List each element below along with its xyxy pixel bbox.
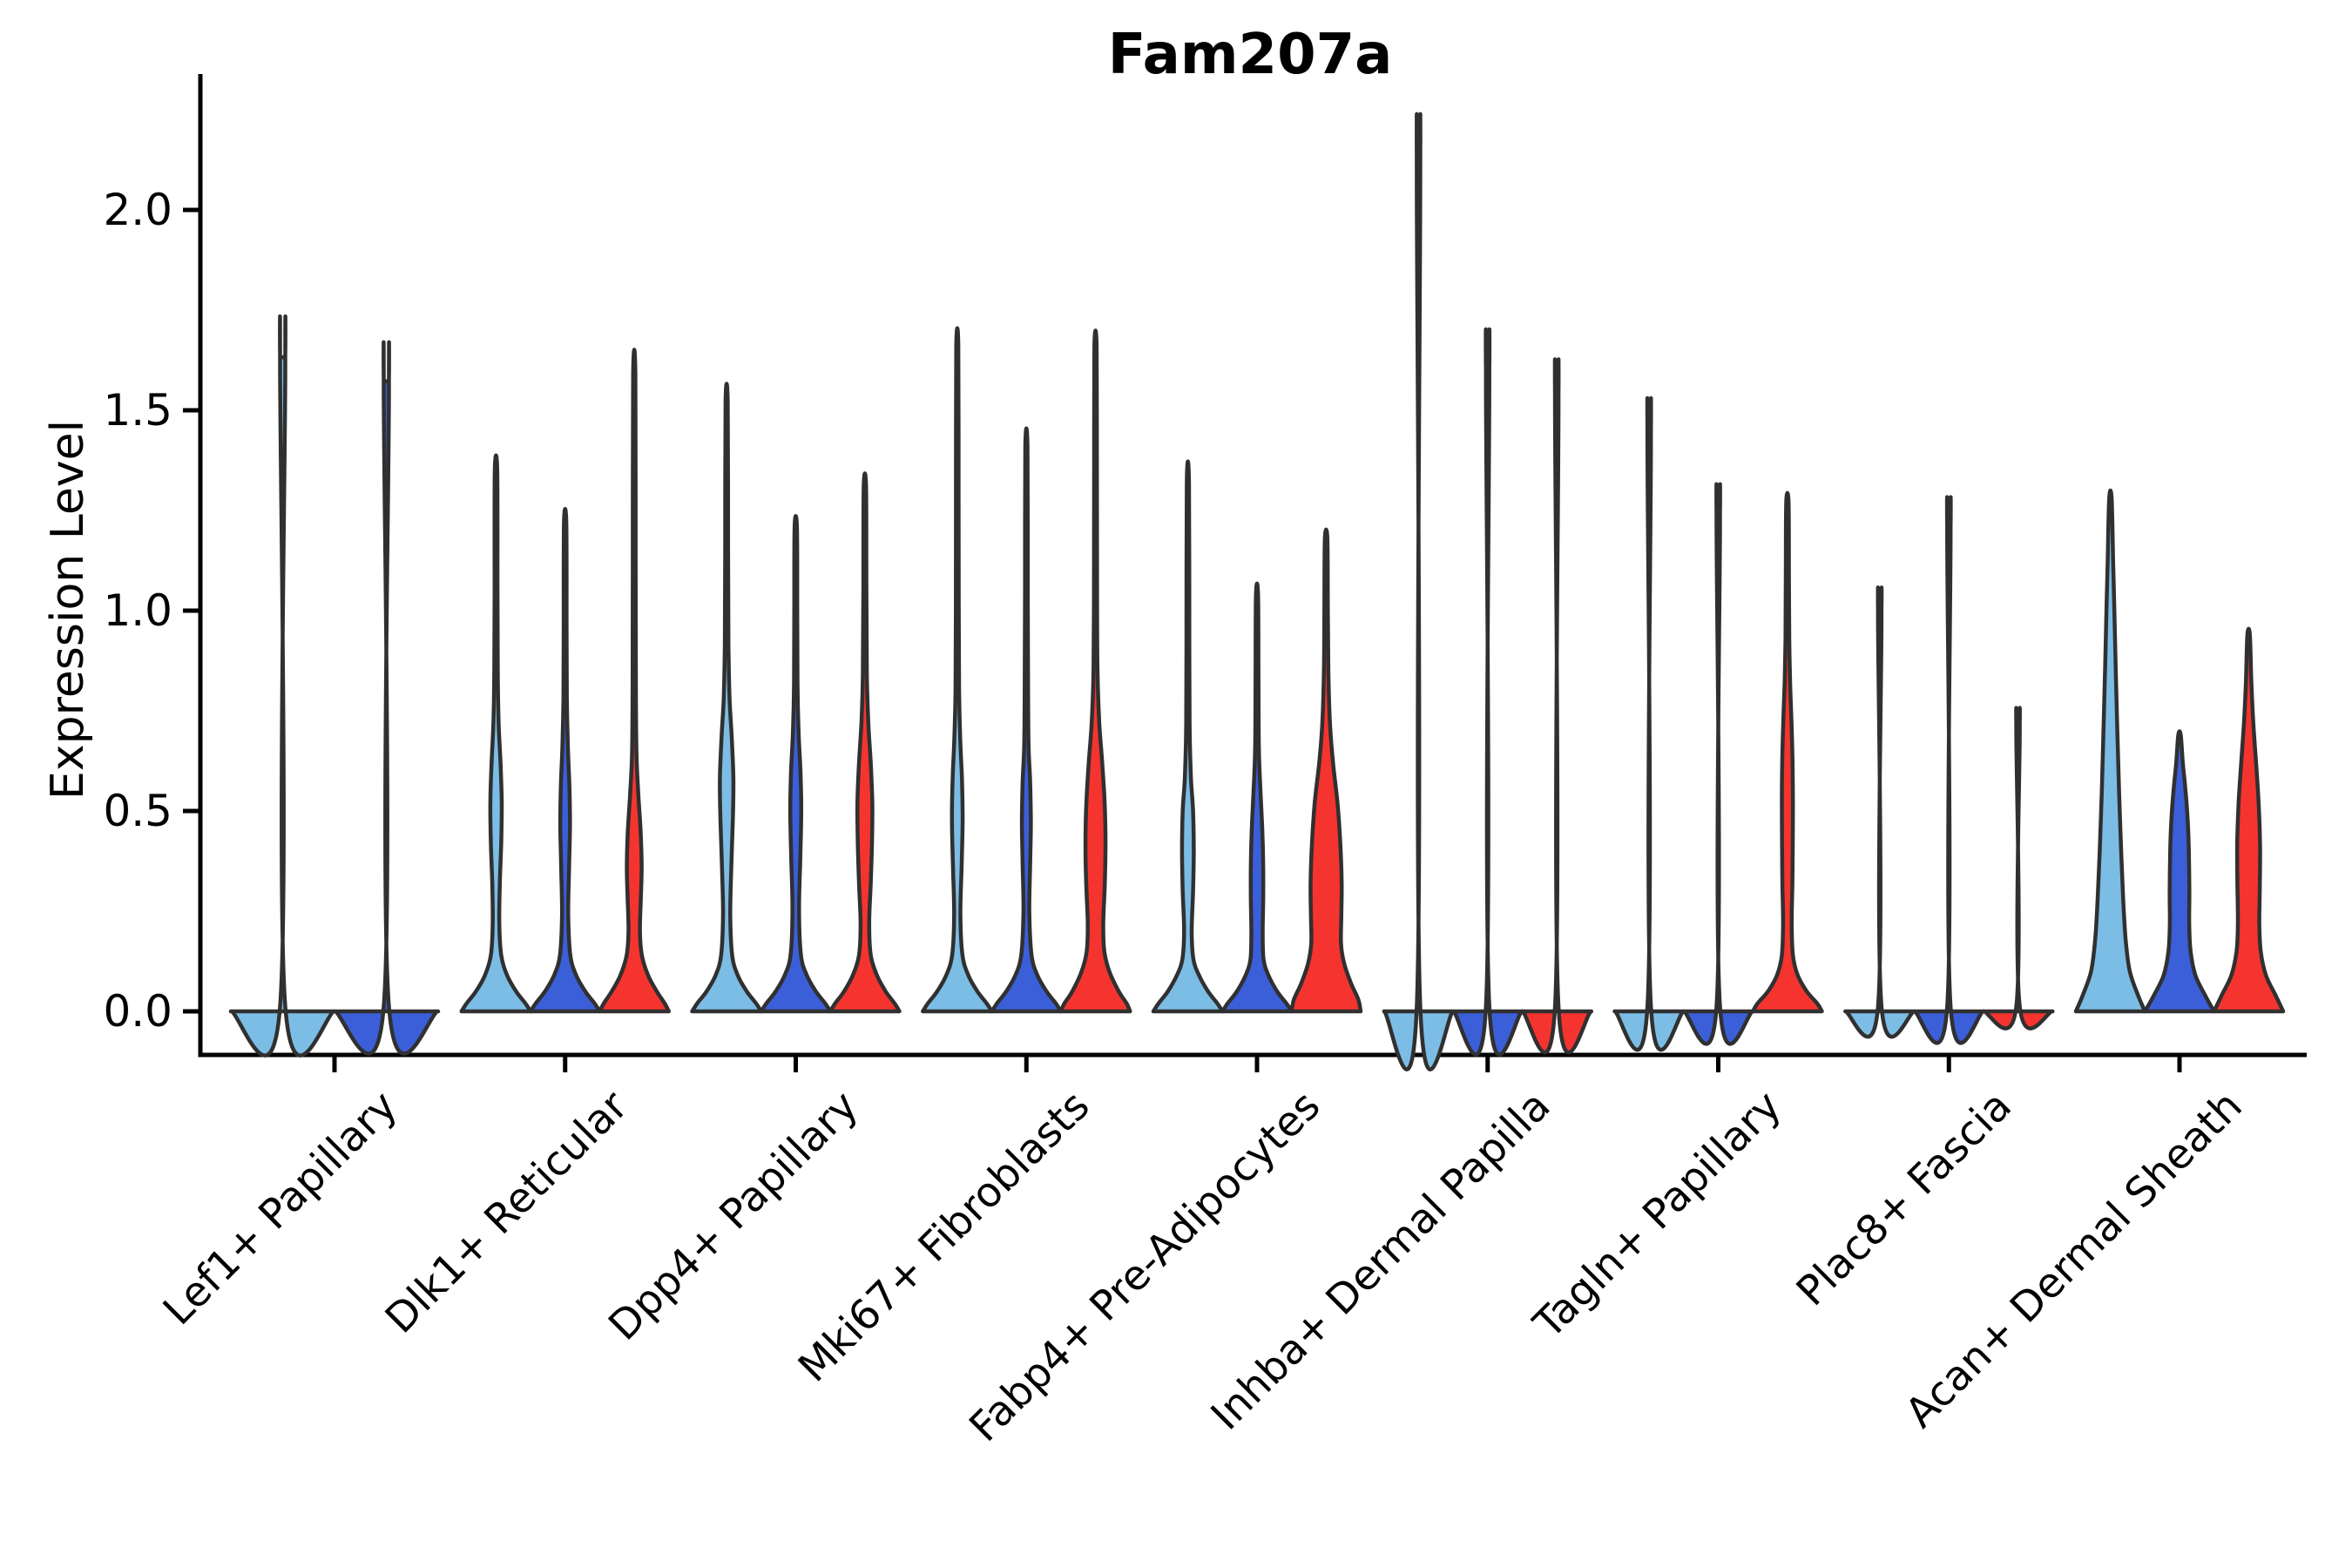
- violin-dark_blue: [1681, 482, 1755, 1046]
- violin-dark_blue: [2143, 729, 2216, 1014]
- violin-light_blue: [1151, 459, 1225, 1014]
- chart-title: Fam207a: [1107, 23, 1393, 87]
- violin-light_blue: [1382, 112, 1456, 1071]
- violin-red: [828, 471, 902, 1014]
- y-tick-label: 0.5: [103, 786, 172, 836]
- violin-light_blue: [1612, 395, 1686, 1052]
- violin-dark_blue: [759, 514, 833, 1014]
- violin-light_blue: [690, 382, 764, 1014]
- violin-dark_blue: [1220, 581, 1294, 1014]
- violin-light_blue: [921, 326, 994, 1014]
- violin-red: [598, 348, 672, 1014]
- violin-dark_blue: [332, 340, 441, 1056]
- y-tick-label: 1.5: [103, 385, 172, 436]
- violin-dark_blue: [1450, 327, 1524, 1057]
- violin-light_blue: [228, 314, 337, 1058]
- violin-dark_blue: [990, 426, 1064, 1014]
- violin-light_blue: [459, 453, 533, 1014]
- y-tick-label: 2.0: [103, 185, 172, 235]
- y-tick-label: 1.0: [103, 585, 172, 636]
- violin-dark_blue: [1912, 495, 1986, 1045]
- violin-light_blue: [1843, 585, 1916, 1039]
- violin-red: [1750, 490, 1824, 1014]
- violin-red: [1981, 706, 2055, 1031]
- violin-dark_blue: [528, 507, 602, 1014]
- y-tick-label: 0.0: [103, 986, 172, 1037]
- violin-red: [1058, 328, 1132, 1014]
- violin-red: [1289, 527, 1363, 1014]
- violin-light_blue: [2073, 488, 2147, 1014]
- violin-red: [2212, 626, 2286, 1014]
- violin-red: [1520, 357, 1594, 1055]
